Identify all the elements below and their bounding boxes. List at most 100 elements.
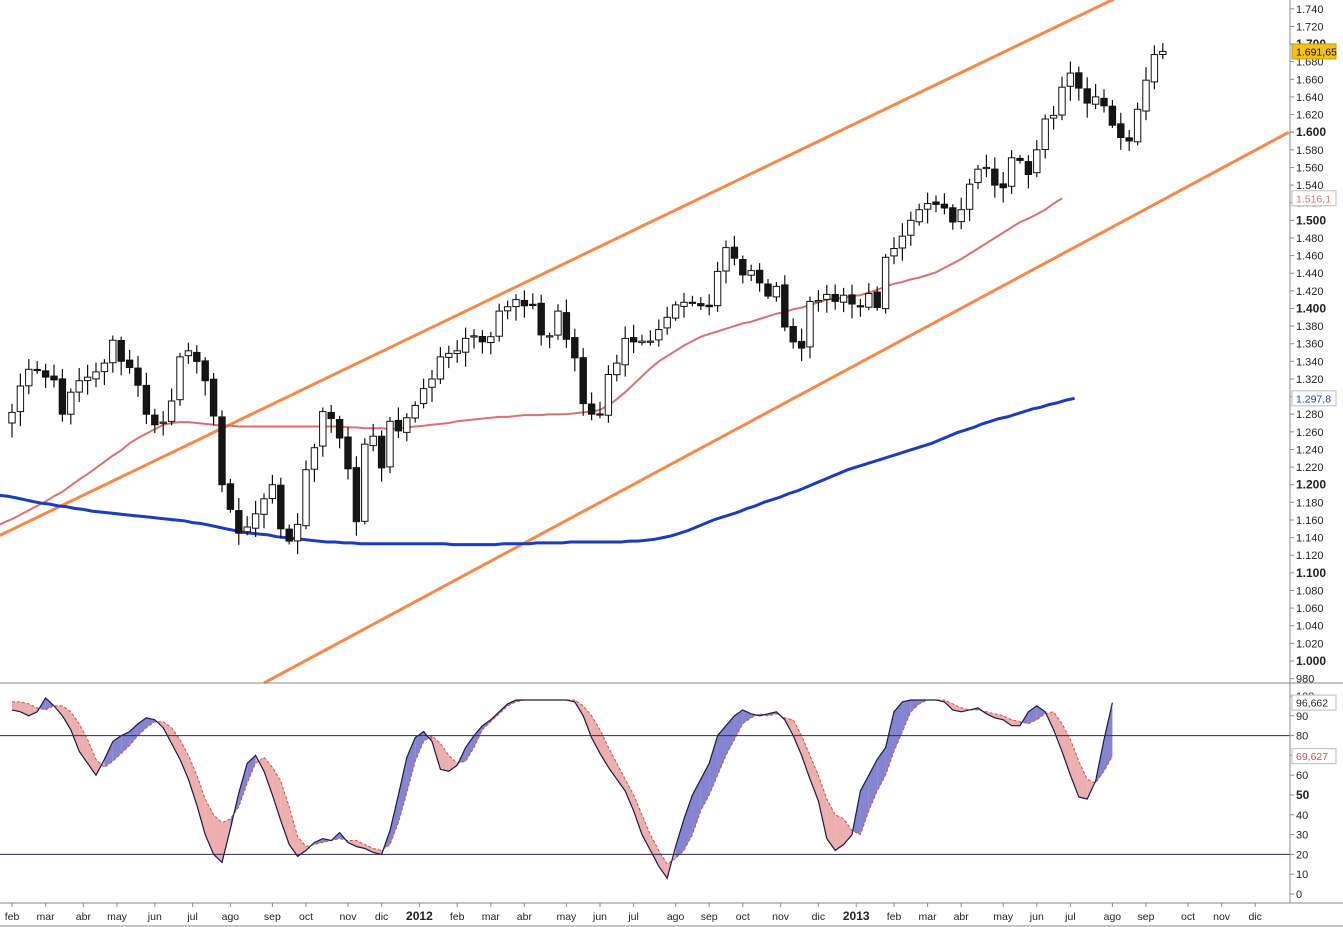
candle bbox=[33, 361, 41, 374]
stochastic-fill-down bbox=[1053, 711, 1062, 752]
candle bbox=[83, 364, 92, 395]
candle bbox=[41, 363, 50, 389]
candle bbox=[419, 378, 428, 409]
candle bbox=[184, 342, 193, 364]
stochastic-fill-up bbox=[406, 737, 416, 793]
candle bbox=[873, 286, 881, 311]
candle bbox=[302, 460, 310, 530]
stochastic-fill-down bbox=[188, 755, 197, 805]
candle bbox=[117, 336, 125, 376]
candle bbox=[503, 300, 512, 320]
stochastic-fill-down bbox=[196, 775, 206, 835]
trend-channel bbox=[0, 0, 1290, 685]
candle bbox=[92, 362, 100, 388]
time-tick-label: feb bbox=[887, 911, 902, 923]
candle bbox=[394, 407, 403, 438]
stochastic-fill-up bbox=[482, 719, 491, 730]
stochastic-tick-label: 40 bbox=[1296, 810, 1308, 822]
stochastic-fill-up bbox=[885, 711, 894, 776]
candle-body bbox=[453, 350, 461, 354]
candle-body bbox=[764, 283, 772, 297]
price-tick-label: 1.120 bbox=[1296, 550, 1324, 562]
candle bbox=[923, 192, 932, 224]
stochastic-fill-up bbox=[910, 700, 920, 712]
candle bbox=[344, 426, 352, 480]
candle-body bbox=[302, 469, 310, 527]
candle bbox=[823, 284, 831, 313]
value-tags: 1.691,65 1.516,1 1.297,8 96,662 69,627 bbox=[1291, 43, 1337, 765]
candle bbox=[697, 297, 705, 310]
stochastic-fill-down bbox=[62, 705, 71, 730]
candle-body bbox=[218, 416, 226, 486]
stochastic-fill-up bbox=[1036, 705, 1046, 720]
candle bbox=[1159, 43, 1167, 60]
candle-body bbox=[33, 368, 41, 372]
stochastic-fill-down bbox=[70, 711, 80, 752]
stochastic-reference-lines bbox=[0, 735, 1290, 855]
candle-body bbox=[83, 376, 92, 382]
candle bbox=[1066, 61, 1075, 101]
stochastic-fill-down bbox=[583, 705, 592, 738]
ma-long-line bbox=[0, 396, 1075, 547]
last-price-tag: 1.691,65 bbox=[1291, 43, 1337, 60]
candle-body bbox=[730, 246, 739, 259]
candle-body bbox=[999, 183, 1007, 189]
stochastic-d-tag-text: 69,627 bbox=[1296, 751, 1328, 763]
candle-body bbox=[848, 294, 856, 305]
candle-body bbox=[419, 388, 428, 405]
stochastic-tick-label: 50 bbox=[1296, 788, 1310, 802]
candle bbox=[369, 423, 377, 452]
candle bbox=[411, 401, 419, 423]
candle bbox=[335, 415, 344, 449]
time-tick-label: dic bbox=[812, 911, 825, 923]
candle bbox=[638, 334, 646, 346]
candle bbox=[957, 197, 965, 230]
time-tick-label: may bbox=[107, 911, 128, 923]
time-tick-label: oct bbox=[1181, 911, 1195, 923]
stochastic-fill-down bbox=[642, 814, 651, 851]
price-tick-label: 1.040 bbox=[1296, 621, 1324, 633]
candle bbox=[688, 295, 697, 307]
candle-body bbox=[268, 484, 277, 500]
stochastic-fill-up bbox=[902, 700, 911, 732]
price-tick-label: 1.140 bbox=[1296, 533, 1324, 545]
candle-body bbox=[1108, 105, 1117, 126]
candle bbox=[839, 287, 848, 313]
candle-body bbox=[898, 235, 907, 249]
candle bbox=[713, 261, 722, 312]
candle bbox=[285, 524, 293, 545]
price-tick-label: 1.340 bbox=[1296, 356, 1324, 368]
candle-body bbox=[1049, 114, 1058, 119]
candle bbox=[545, 332, 554, 349]
stochastic-fill-down bbox=[810, 755, 819, 801]
stochastic-fill-down bbox=[608, 747, 617, 780]
time-tick-label: nov bbox=[772, 911, 790, 923]
candle-body bbox=[537, 302, 545, 336]
candle bbox=[571, 328, 579, 372]
candle-body bbox=[369, 435, 377, 447]
candle bbox=[377, 430, 386, 482]
candle-body bbox=[797, 340, 806, 349]
time-tick-label: abr bbox=[954, 911, 970, 923]
candle-body bbox=[772, 285, 781, 298]
candle bbox=[898, 223, 907, 261]
candle-body bbox=[41, 370, 50, 378]
candle-body bbox=[621, 337, 629, 366]
candle-body bbox=[613, 362, 621, 376]
candle-body bbox=[117, 340, 125, 362]
candle bbox=[974, 164, 982, 190]
time-tick-label: jun bbox=[592, 911, 607, 923]
stochastic-fill-down bbox=[289, 806, 298, 857]
stochastic-fill-down bbox=[28, 703, 38, 716]
candle bbox=[814, 290, 823, 312]
candle bbox=[1058, 76, 1066, 121]
candle-body bbox=[940, 203, 949, 209]
candle bbox=[730, 235, 739, 266]
candle-body bbox=[478, 336, 487, 343]
stochastic-fill-down bbox=[658, 850, 668, 879]
stochastic-fill-up bbox=[877, 747, 886, 791]
candle-body bbox=[386, 420, 394, 468]
price-tick-label: 1.160 bbox=[1296, 515, 1324, 527]
stochastic-tick-label: 90 bbox=[1296, 711, 1308, 723]
candle bbox=[428, 370, 436, 403]
